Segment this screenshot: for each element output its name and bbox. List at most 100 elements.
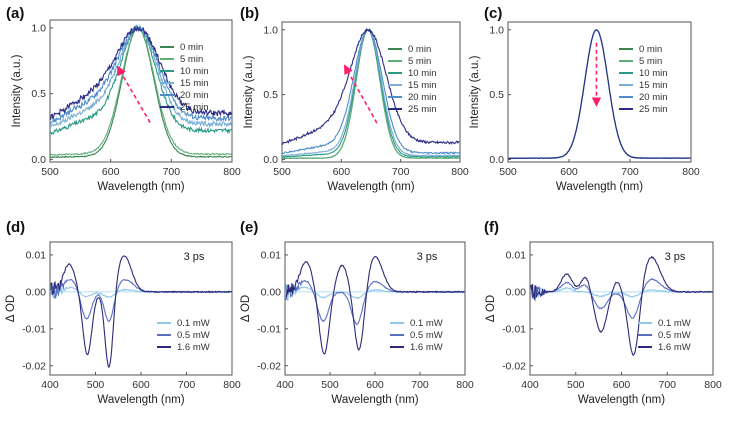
y-tick-label: 0.01 [506, 249, 527, 261]
plot-frame [281, 21, 461, 163]
legend-label: 20 min [180, 90, 209, 101]
y-tick-label: 0.00 [506, 286, 527, 298]
legend-label: 15 min [408, 80, 437, 91]
x-tick-label: 700 [411, 379, 429, 391]
series-line-0_5-mW [50, 278, 232, 323]
legend-label: 10 min [408, 68, 437, 79]
y-tick-label: -0.01 [22, 323, 46, 335]
y-axis-label: Intensity (a.u.) [469, 55, 481, 128]
legend-label: 5 min [180, 54, 203, 65]
y-tick-label: -0.01 [502, 323, 526, 335]
legend-label: 20 min [408, 92, 437, 103]
legend-label: 0.5 mW [410, 330, 443, 341]
plot-area [530, 255, 713, 357]
legend-label: 25 min [180, 102, 209, 113]
x-tick-label: 600 [132, 379, 150, 391]
x-tick-label: 800 [704, 379, 722, 391]
series-line-1_6-mW [530, 255, 713, 357]
x-tick-label: 600 [333, 166, 351, 178]
y-tick-label: 1.0 [489, 24, 504, 36]
x-axis-label: Wavelength (nm) [578, 394, 665, 406]
x-tick-label: 400 [521, 379, 539, 391]
x-axis-label: Wavelength (nm) [97, 181, 184, 193]
y-axis-label: Intensity (a.u.) [11, 54, 23, 127]
x-tick-label: 600 [102, 166, 120, 178]
x-tick-label: 700 [621, 166, 639, 178]
plot-frame [507, 21, 692, 163]
plot-frame [284, 241, 466, 376]
legend-label: 5 min [408, 56, 431, 67]
time-delay-annotation: 3 ps [417, 251, 438, 263]
x-tick-label: 600 [613, 379, 631, 391]
legend-label: 0 min [180, 42, 203, 53]
panel-label: (a) [6, 5, 24, 22]
x-tick-label: 500 [273, 166, 291, 178]
legend-label: 0.1 mW [177, 318, 210, 329]
plot-area [285, 255, 465, 355]
legend-label: 1.6 mW [658, 342, 691, 353]
x-axis-label: Wavelength (nm) [327, 181, 414, 193]
time-delay-annotation: 3 ps [665, 251, 686, 263]
y-tick-label: -0.01 [257, 323, 281, 335]
legend-label: 0.1 mW [410, 318, 443, 329]
panel-b: (b) 500 600 700 800 0.0 0.5 1.0 Wavelength (nm) I… [240, 5, 469, 193]
panel-c: (c) 500 600 700 800 0.0 0.5 1.0 Wavelength (nm) I… [469, 5, 700, 193]
y-axis-label: Δ OD [240, 295, 252, 323]
y-tick-label: 0.01 [26, 249, 47, 261]
series-line-25-min [282, 27, 460, 146]
y-tick-label: 0.00 [261, 286, 282, 298]
panel-label: (b) [240, 5, 259, 22]
time-delay-annotation: 3 ps [184, 251, 205, 263]
legend-label: 25 min [408, 104, 437, 115]
y-tick-label: 0.5 [489, 89, 504, 101]
x-axis-label: Wavelength (nm) [97, 394, 184, 406]
y-axis-label: Intensity (a.u.) [243, 55, 255, 128]
y-tick-label: 0.0 [31, 154, 46, 166]
series-line-0_5-mW [530, 277, 713, 319]
x-tick-label: 600 [366, 379, 384, 391]
x-tick-label: 800 [682, 166, 700, 178]
legend-label: 10 min [180, 66, 209, 77]
x-tick-label: 500 [499, 166, 517, 178]
y-tick-label: -0.02 [257, 360, 281, 372]
legend-label: 25 min [639, 104, 668, 115]
series-line-20-min [50, 24, 232, 126]
x-tick-label: 500 [567, 379, 585, 391]
x-tick-label: 800 [223, 166, 241, 178]
legend-label: 5 min [639, 56, 662, 67]
legend-label: 0 min [639, 44, 662, 55]
panel-label: (e) [240, 219, 258, 236]
y-axis-label: Δ OD [485, 295, 497, 323]
legend-label: 15 min [180, 78, 209, 89]
legend-label: 0.1 mW [658, 318, 691, 329]
legend-label: 10 min [639, 68, 668, 79]
y-tick-label: 0.01 [261, 249, 282, 261]
y-tick-label: 0.0 [489, 154, 504, 166]
x-tick-label: 800 [451, 166, 469, 178]
x-tick-label: 700 [392, 166, 410, 178]
panel-f: (f) 400 500 600 700 800 0.01 0.00 -0.01 -0.02 Wave… [484, 219, 722, 406]
y-tick-label: 1.0 [31, 22, 46, 34]
x-tick-label: 500 [41, 166, 59, 178]
plot-area [508, 29, 691, 160]
panel-label: (f) [484, 219, 499, 236]
legend-label: 0.5 mW [177, 330, 210, 341]
plot-frame [529, 241, 714, 376]
panel-label: (c) [484, 5, 502, 22]
plot-area [282, 27, 460, 160]
y-axis-label: Δ OD [5, 295, 17, 323]
x-axis-label: Wavelength (nm) [331, 394, 418, 406]
x-tick-label: 400 [276, 379, 294, 391]
x-tick-label: 700 [163, 166, 181, 178]
y-tick-label: -0.02 [22, 360, 46, 372]
plot-frame [49, 19, 233, 163]
legend-label: 1.6 mW [177, 342, 210, 353]
y-tick-label: 0.00 [26, 286, 47, 298]
plot-frame [49, 241, 233, 376]
x-tick-label: 800 [456, 379, 474, 391]
x-tick-label: 600 [560, 166, 578, 178]
series-line-1_6-mW [285, 255, 465, 355]
panel-a: (a) 500 600 700 800 0.0 0.5 1.0 Wavelength (nm) I… [6, 5, 241, 193]
x-tick-label: 700 [178, 379, 196, 391]
